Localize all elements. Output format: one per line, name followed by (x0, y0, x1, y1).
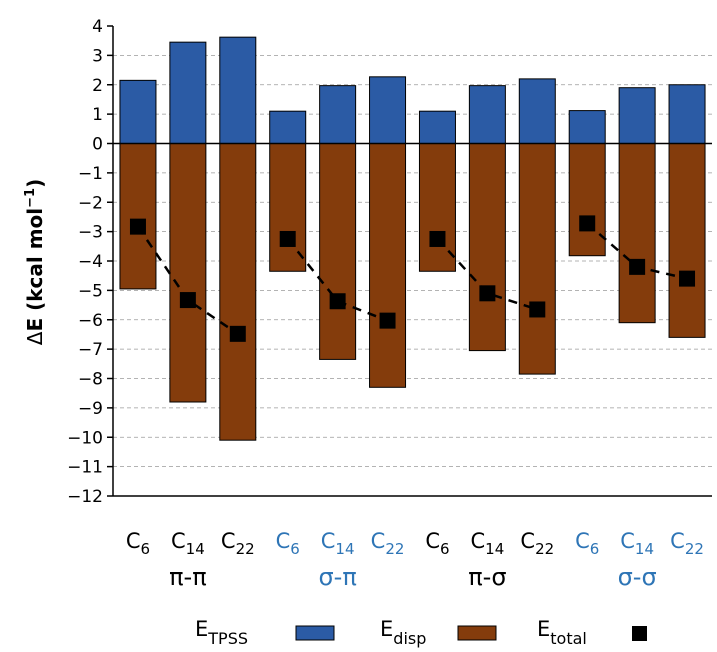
x-tick-label: C22 (670, 529, 704, 558)
total-trend-line (436, 238, 538, 311)
bar-tpss (518, 78, 556, 144)
legend-label: Etotal (537, 617, 587, 648)
bar-tpss (468, 85, 506, 144)
y-tick-label: 4 (92, 17, 103, 37)
legend-label: Edisp (380, 617, 426, 648)
group-label: π-π (169, 563, 207, 591)
x-tick-label: C6 (575, 529, 599, 558)
total-markers (129, 215, 696, 342)
marker-total (679, 270, 696, 287)
y-tick-label: −8 (78, 370, 103, 390)
y-tick-label: 1 (92, 105, 103, 125)
x-tick-label: C22 (221, 529, 255, 558)
marker-total (629, 258, 646, 275)
bar-disp (319, 143, 357, 360)
y-tick-label: −11 (67, 458, 103, 478)
bar-disp (119, 143, 157, 290)
bar-disp (418, 143, 456, 272)
legend-swatch (457, 625, 497, 641)
bar-tpss (119, 79, 157, 144)
x-tick-label: C6 (425, 529, 449, 558)
gridlines (113, 54, 712, 468)
y-tick-label: 0 (92, 135, 103, 155)
marker-total (579, 215, 596, 232)
legend: ETPSS Edisp Etotal (195, 617, 647, 648)
group-label: σ-π (318, 563, 356, 591)
legend-marker (632, 626, 647, 641)
bar-tpss (169, 41, 207, 144)
y-tick-label: 2 (92, 76, 103, 96)
y-tick-label: −7 (78, 340, 103, 360)
marker-total (379, 312, 396, 329)
y-tick-label: −5 (78, 281, 103, 301)
total-trend-line (286, 238, 388, 322)
x-tick-label: C14 (620, 529, 654, 558)
group-label: π-σ (468, 563, 506, 591)
bar-tpss (369, 76, 407, 144)
x-category-labels: C6 C14 C22 C6 C14 C22 C6 C14 C22 C6 C14 C22 (126, 529, 704, 558)
marker-total (479, 285, 496, 302)
x-tick-label: C14 (470, 529, 504, 558)
x-tick-label: C6 (126, 529, 150, 558)
y-tick-label: −10 (67, 428, 103, 448)
bar-tpss (668, 84, 706, 144)
y-tick-labels: 4 3 2 1 0 −1 −2 −3 −4 −5 −6 −7 −8 −9 −10 −11 −12 (67, 17, 103, 507)
bar-disp (668, 143, 706, 338)
x-group-labels: π-π σ-π π-σ σ-σ (169, 563, 657, 591)
bar-disp (568, 143, 606, 257)
bar-tpss (319, 85, 357, 144)
bar-disp (169, 143, 207, 403)
y-tick-label: −3 (78, 223, 103, 243)
bar-disp (269, 143, 307, 272)
y-axis-label: ΔE (kcal mol−1) (23, 179, 47, 345)
legend-label: ETPSS (195, 617, 248, 648)
y-tick-label: −4 (78, 252, 103, 272)
x-tick-label: C6 (276, 529, 300, 558)
marker-total (329, 293, 346, 310)
marker-total (179, 292, 196, 309)
bar-tpss (269, 110, 307, 144)
x-tick-label: C14 (171, 529, 205, 558)
bars (119, 36, 706, 441)
marker-total (229, 325, 246, 342)
marker-total (129, 218, 146, 235)
x-tick-label: C14 (321, 529, 355, 558)
y-tick-label: 3 (92, 46, 103, 66)
bar-disp (369, 143, 407, 388)
bar-tpss (219, 36, 257, 144)
bar-disp (219, 143, 257, 441)
y-tick-label: −2 (78, 193, 103, 213)
marker-total (529, 301, 546, 318)
y-tick-label: −1 (78, 164, 103, 184)
bar-tpss (568, 110, 606, 144)
marker-total (279, 230, 296, 247)
group-label: σ-σ (618, 563, 657, 591)
bar-disp (518, 143, 556, 375)
x-tick-label: C22 (371, 529, 405, 558)
y-tick-label: −9 (78, 399, 103, 419)
y-tick-label: −6 (78, 311, 103, 331)
legend-swatch (295, 625, 335, 641)
x-tick-label: C22 (520, 529, 554, 558)
marker-total (429, 230, 446, 247)
axes (107, 25, 712, 497)
bar-tpss (418, 110, 456, 144)
bar-tpss (618, 87, 656, 144)
y-tick-label: −12 (67, 487, 103, 507)
bar-disp (468, 143, 506, 352)
bar-disp (618, 143, 656, 324)
